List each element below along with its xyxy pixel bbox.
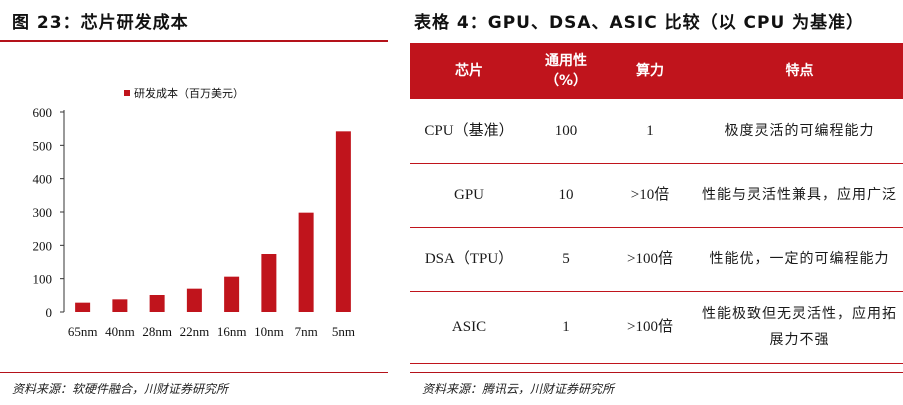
chart-panel: 图 23：芯片研发成本 研发成本（百万美元） 0 100 200 300 400 500 6…: [0, 0, 388, 405]
y-tick-label: 600: [33, 105, 53, 120]
comparison-table: 芯片 通用性（%） 算力 特点 CPU（基准） 100 1 极度灵活的可编程能力…: [410, 43, 903, 364]
bar-5nm: [335, 131, 351, 312]
header-compute: 算力: [604, 43, 696, 99]
source-divider: [0, 372, 388, 373]
y-tick-label: 300: [33, 205, 53, 220]
comparison-panel: 表格 4：GPU、DSA、ASIC 比较（以 CPU 为基准） 芯片 通用性（%…: [410, 0, 903, 405]
rd-cost-bar-chart: 研发成本（百万美元） 0 100 200 300 400 500 600 65nm 40nm 2…: [33, 86, 355, 339]
cell-chip: DSA（TPU）: [410, 227, 528, 292]
header-feature: 特点: [696, 43, 903, 99]
source-divider: [410, 372, 903, 373]
header-chip: 芯片: [410, 43, 528, 99]
bar-10nm: [261, 254, 277, 312]
bar-40nm: [112, 299, 128, 312]
cell-feature: 性能极致但无灵活性，应用拓展力不强: [696, 291, 903, 364]
x-axis-labels: 65nm 40nm 28nm 22nm 16nm 10nm 7nm 5nm: [68, 324, 355, 339]
chart-figure-title: 图 23：芯片研发成本: [12, 13, 189, 33]
table-source: 资料来源：腾讯云，川财证券研究所: [422, 382, 615, 396]
bar-series: [75, 131, 351, 312]
bar-65nm: [75, 302, 91, 312]
y-tick-label: 400: [33, 172, 53, 187]
x-tick-label: 7nm: [295, 324, 318, 339]
cell-generality: 1: [528, 291, 604, 364]
x-tick-label: 22nm: [180, 324, 210, 339]
bar-22nm: [186, 288, 202, 312]
cell-chip: GPU: [410, 163, 528, 228]
x-tick-label: 10nm: [254, 324, 284, 339]
cell-feature: 性能优，一定的可编程能力: [696, 227, 903, 292]
chart-legend: 研发成本（百万美元）: [124, 86, 244, 100]
x-tick-label: 40nm: [105, 324, 135, 339]
cell-chip: ASIC: [410, 291, 528, 364]
chart-source: 资料来源：软硬件融合，川财证券研究所: [12, 382, 229, 396]
cell-compute: >100倍: [604, 291, 696, 364]
x-tick-label: 5nm: [332, 324, 355, 339]
table-row: DSA（TPU） 5 >100倍 性能优，一定的可编程能力: [410, 227, 903, 292]
cell-compute: >100倍: [604, 227, 696, 292]
legend-swatch: [124, 90, 130, 96]
bar-16nm: [224, 276, 240, 312]
table-header-row: 芯片 通用性（%） 算力 特点: [410, 43, 903, 99]
y-tick-label: 0: [46, 305, 53, 320]
cell-chip: CPU（基准）: [410, 99, 528, 164]
y-axis: 0 100 200 300 400 500 600: [33, 105, 65, 320]
cell-compute: >10倍: [604, 163, 696, 228]
cell-generality: 10: [528, 163, 604, 228]
cell-compute: 1: [604, 99, 696, 164]
table-title: 表格 4：GPU、DSA、ASIC 比较（以 CPU 为基准）: [414, 13, 865, 33]
cell-generality: 100: [528, 99, 604, 164]
bar-28nm: [149, 295, 165, 312]
cell-generality: 5: [528, 227, 604, 292]
title-divider: [0, 40, 388, 42]
y-tick-label: 500: [33, 138, 53, 153]
x-tick-label: 16nm: [217, 324, 247, 339]
table-row: GPU 10 >10倍 性能与灵活性兼具，应用广泛: [410, 163, 903, 228]
table-row: ASIC 1 >100倍 性能极致但无灵活性，应用拓展力不强: [410, 291, 903, 364]
table-row: CPU（基准） 100 1 极度灵活的可编程能力: [410, 99, 903, 164]
cell-feature: 极度灵活的可编程能力: [696, 99, 903, 164]
cell-feature: 性能与灵活性兼具，应用广泛: [696, 163, 903, 228]
y-tick-label: 200: [33, 238, 53, 253]
bar-7nm: [298, 212, 314, 312]
header-generality: 通用性（%）: [528, 43, 604, 99]
y-tick-label: 100: [33, 272, 53, 287]
x-tick-label: 65nm: [68, 324, 98, 339]
x-tick-label: 28nm: [142, 324, 172, 339]
legend-label: 研发成本（百万美元）: [134, 86, 244, 100]
